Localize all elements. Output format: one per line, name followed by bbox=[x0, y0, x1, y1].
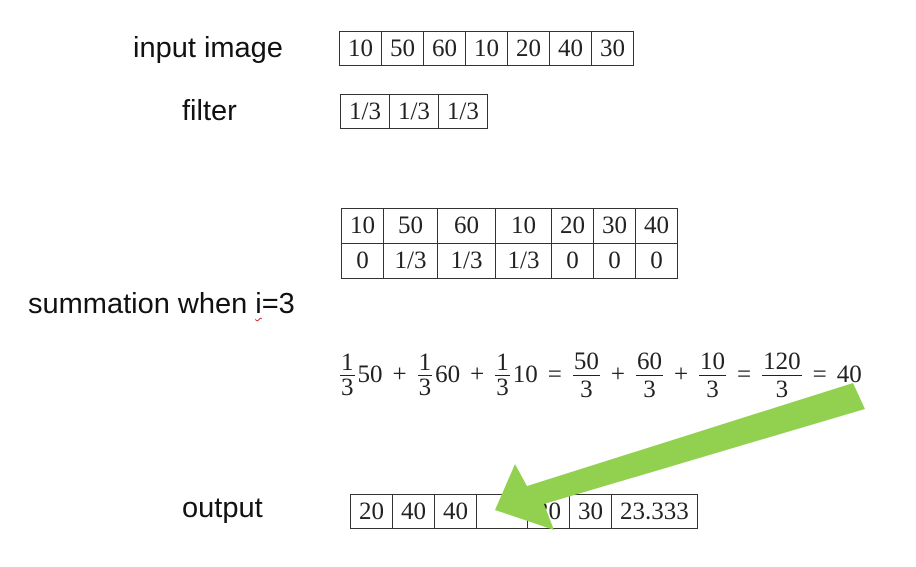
fraction-denominator: 3 bbox=[775, 375, 789, 403]
filter-label: filter bbox=[182, 95, 237, 127]
fraction-numerator: 1 bbox=[418, 348, 432, 376]
fraction-denominator: 3 bbox=[643, 375, 656, 403]
plus-sign: + bbox=[673, 361, 689, 388]
equals-sign: = bbox=[737, 361, 752, 388]
summation-prefix: summation when bbox=[28, 288, 256, 320]
sum-fraction-1: 50 3 bbox=[572, 347, 600, 403]
fraction-denominator: 3 bbox=[341, 373, 354, 401]
summation-index: i bbox=[255, 288, 262, 320]
fraction-bar bbox=[417, 374, 433, 376]
filter-cell: 1/3 bbox=[340, 94, 390, 129]
summation-equation: 1 3 50 + 1 3 60 + 1 3 10 = 50 3 + 60 3 + 10 3 = 1… bbox=[338, 340, 863, 410]
fraction-numerator: 10 bbox=[700, 347, 726, 375]
output-cell: 40 bbox=[392, 494, 435, 529]
output-cell: 40 bbox=[434, 494, 477, 529]
equals-sign: = bbox=[812, 361, 827, 388]
alignment-cell: 10 bbox=[495, 208, 552, 244]
fraction-numerator: 1 bbox=[341, 348, 354, 376]
alignment-filter-row: 0 1/3 1/3 1/3 0 0 0 bbox=[341, 243, 678, 279]
arrow-shape bbox=[495, 383, 865, 530]
alignment-cell: 30 bbox=[593, 208, 636, 244]
fraction-bar bbox=[340, 374, 355, 376]
alignment-cell: 40 bbox=[635, 208, 678, 244]
equation-result: 40 bbox=[836, 361, 862, 388]
plus-sign: + bbox=[610, 361, 625, 388]
term1-value: 50 bbox=[357, 361, 383, 388]
fraction-bar bbox=[572, 374, 600, 376]
fraction-bar bbox=[699, 374, 727, 376]
input-cell: 30 bbox=[591, 31, 634, 66]
filter-cell: 1/3 bbox=[437, 94, 488, 129]
term3-value: 10 bbox=[512, 361, 538, 388]
input-cell: 40 bbox=[549, 31, 592, 66]
input-cell: 60 bbox=[423, 31, 466, 66]
summation-label: summation when i=3 bbox=[28, 287, 295, 321]
fraction-denominator: 3 bbox=[418, 373, 432, 401]
output-array: 20 40 40 20 30 23.333 bbox=[350, 494, 698, 529]
input-image-label: input image bbox=[133, 32, 283, 64]
alignment-cell: 1/3 bbox=[495, 243, 552, 279]
input-cell: 10 bbox=[339, 31, 382, 66]
equals-sign: = bbox=[547, 361, 562, 388]
fraction-bar bbox=[762, 374, 802, 376]
output-label: output bbox=[182, 492, 263, 524]
alignment-cell: 0 bbox=[635, 243, 678, 279]
sum-fraction-total: 120 3 bbox=[762, 348, 802, 403]
fraction-bar bbox=[495, 374, 510, 376]
alignment-cell: 0 bbox=[341, 243, 384, 279]
output-cell: 30 bbox=[569, 494, 612, 529]
fraction-numerator: 120 bbox=[763, 347, 801, 375]
fraction-numerator: 50 bbox=[573, 347, 599, 375]
fraction-numerator: 60 bbox=[636, 347, 662, 375]
plus-sign: + bbox=[470, 361, 485, 388]
filter-cell: 1/3 bbox=[388, 94, 439, 129]
alignment-cell: 0 bbox=[551, 243, 594, 279]
fraction-denominator: 3 bbox=[580, 375, 593, 403]
term2-value: 60 bbox=[435, 361, 461, 388]
filter-array: 1/3 1/3 1/3 bbox=[340, 94, 488, 129]
fraction-denominator: 3 bbox=[706, 375, 719, 403]
input-cell: 20 bbox=[507, 31, 550, 66]
fraction-numerator: 1 bbox=[496, 348, 509, 376]
plus-sign: + bbox=[392, 361, 407, 388]
alignment-table: 10 50 60 10 20 30 40 0 1/3 1/3 1/3 0 0 0 bbox=[341, 208, 678, 279]
input-cell: 50 bbox=[381, 31, 424, 66]
output-cell: 23.333 bbox=[611, 494, 698, 529]
output-cell: 20 bbox=[350, 494, 393, 529]
fraction-denominator: 3 bbox=[496, 373, 509, 401]
input-cell: 10 bbox=[465, 31, 508, 66]
alignment-cell: 1/3 bbox=[437, 243, 496, 279]
sum-fraction-3: 10 3 bbox=[699, 347, 727, 403]
fraction-bar bbox=[635, 374, 663, 376]
summation-suffix: =3 bbox=[261, 288, 295, 320]
input-image-array: 10 50 60 10 20 40 30 bbox=[339, 31, 634, 66]
alignment-cell: 1/3 bbox=[383, 243, 438, 279]
alignment-cell: 10 bbox=[341, 208, 384, 244]
sum-fraction-2: 60 3 bbox=[635, 347, 663, 403]
